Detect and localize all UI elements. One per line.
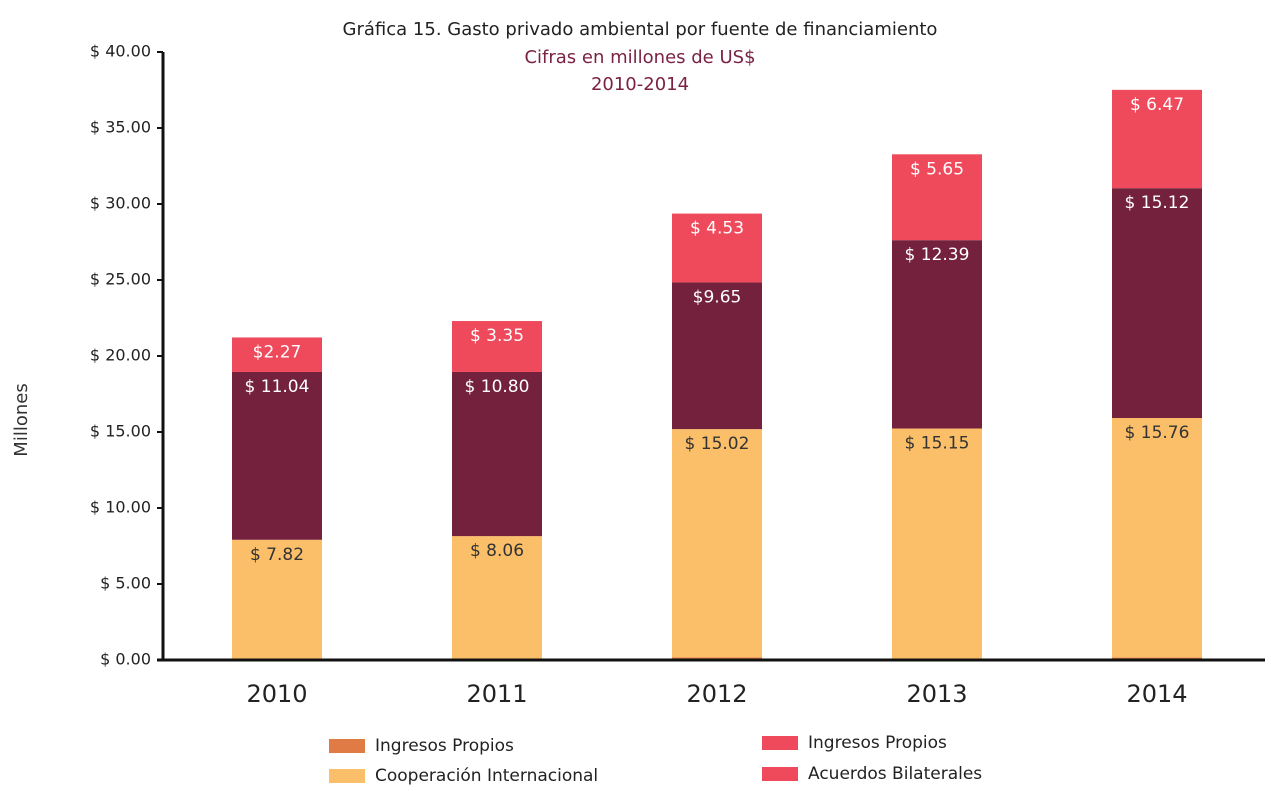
- bar-segment: [452, 371, 542, 537]
- bar-segment: [232, 539, 322, 659]
- data-label: $ 3.35: [470, 326, 524, 346]
- bar-segment: [232, 337, 322, 372]
- legend-swatch: [329, 769, 365, 783]
- data-label: $ 15.12: [1125, 193, 1190, 213]
- data-label: $ 5.65: [910, 159, 964, 179]
- x-tick-label: 2010: [246, 680, 307, 708]
- data-label: $ 11.04: [245, 377, 310, 397]
- bar-segment: [1112, 89, 1202, 189]
- y-tick-label: $ 30.00: [90, 194, 151, 213]
- y-tick-label: $ 25.00: [90, 270, 151, 289]
- bar-segment: [452, 321, 542, 372]
- chart-subtitle: 2010-2014: [591, 74, 689, 95]
- data-label: $ 12.39: [905, 245, 970, 265]
- y-tick-label: $ 35.00: [90, 118, 151, 137]
- y-axis-label: Millones: [11, 383, 32, 456]
- legend-swatch: [762, 767, 798, 781]
- bar-segment: [672, 213, 762, 283]
- y-tick-label: $ 40.00: [90, 42, 151, 61]
- legend-swatch: [762, 736, 798, 750]
- data-label: $ 7.82: [250, 545, 304, 565]
- bar-segment: [232, 371, 322, 540]
- y-tick-label: $ 10.00: [90, 498, 151, 517]
- legend-swatch: [329, 739, 365, 753]
- bar-segment: [672, 429, 762, 658]
- data-label: $ 4.53: [690, 219, 744, 239]
- data-label: $ 15.15: [905, 434, 970, 454]
- data-label: $2.27: [253, 342, 302, 362]
- bar-segment: [1112, 188, 1202, 419]
- y-tick-label: $ 15.00: [90, 422, 151, 441]
- x-tick-label: 2013: [906, 680, 967, 708]
- bar-segment: [452, 536, 542, 659]
- legend-label: Acuerdos Bilaterales: [808, 764, 982, 784]
- x-tick-label: 2012: [686, 680, 747, 708]
- bar-segment: [1112, 418, 1202, 658]
- legend-label: Ingresos Propios: [375, 736, 514, 756]
- x-tick-label: 2014: [1126, 680, 1187, 708]
- legend-label: Ingresos Propios: [808, 733, 947, 753]
- bar-segment: [892, 428, 982, 659]
- data-label: $ 15.02: [685, 434, 750, 454]
- chart-title: Gráfica 15. Gasto privado ambiental por …: [343, 19, 938, 40]
- y-tick-label: $ 5.00: [100, 574, 151, 593]
- data-label: $ 15.76: [1125, 423, 1190, 443]
- chart-subtitle: Cifras en millones de US$: [524, 47, 755, 68]
- data-label: $ 8.06: [470, 541, 524, 561]
- bar-segment: [672, 282, 762, 430]
- y-tick-label: $ 0.00: [100, 650, 151, 669]
- bar-segment: [892, 154, 982, 241]
- x-tick-label: 2011: [466, 680, 527, 708]
- data-label: $ 6.47: [1130, 95, 1184, 115]
- data-label: $ 10.80: [465, 377, 530, 397]
- data-label: $9.65: [693, 287, 742, 307]
- bar-segment: [892, 240, 982, 429]
- y-tick-label: $ 20.00: [90, 346, 151, 365]
- legend-label: Cooperación Internacional: [375, 766, 598, 786]
